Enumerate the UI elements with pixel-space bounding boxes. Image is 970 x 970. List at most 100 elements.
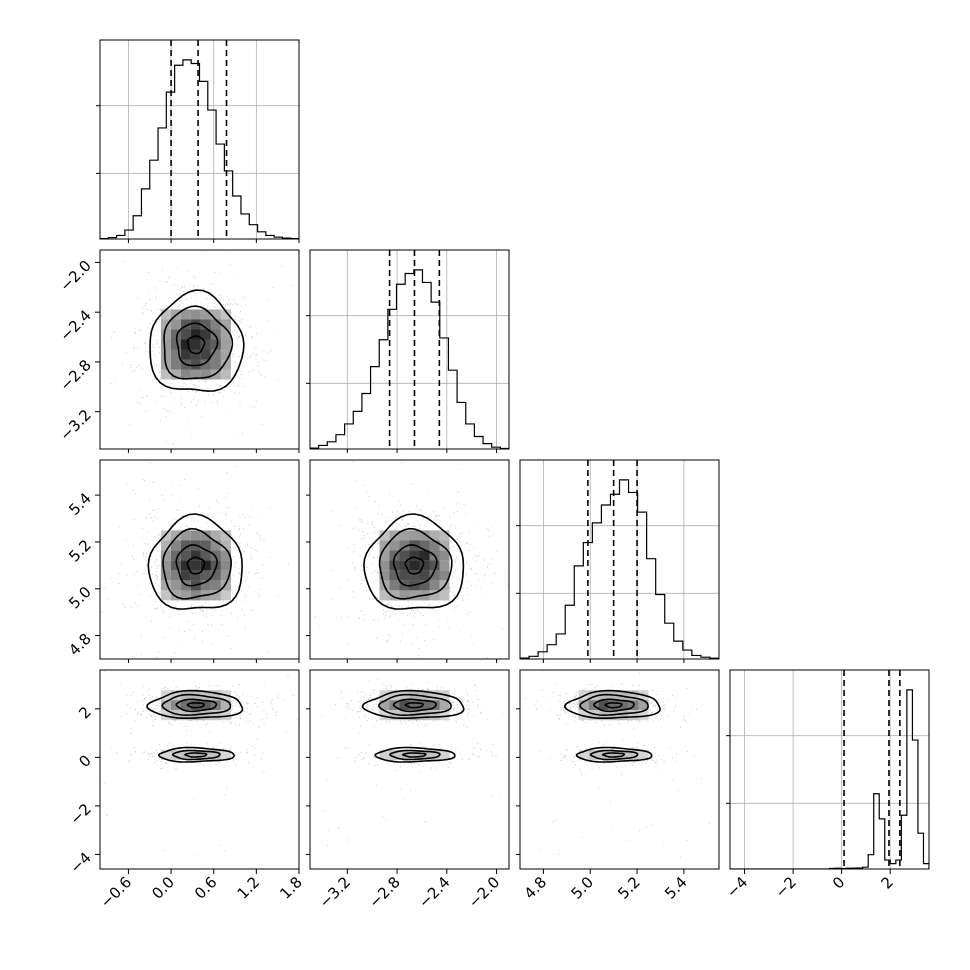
panel-3-1-cell [379, 749, 390, 760]
panel-2-1-cell [399, 590, 410, 601]
panel-2-1-cell [399, 560, 410, 571]
panel-3-2-cell [588, 710, 599, 721]
panel-2-0-frame [99, 459, 300, 660]
panel-1-0-cell [170, 359, 181, 370]
panel-2-0-cell [190, 590, 201, 601]
ytick-label-3-3: 2 [75, 703, 94, 722]
panel-1-0-cell [170, 349, 181, 360]
panel-1-0-cell [190, 359, 201, 370]
ytick-label-2-1: 5.0 [65, 583, 95, 613]
panel-2-1-contour-0-3 [404, 556, 425, 575]
panel-3-0-frame [99, 669, 300, 870]
xtick-label-1-2: −2.4 [415, 873, 453, 911]
panel-2-0-cell [220, 540, 231, 551]
panel-3-2-cell [638, 710, 649, 721]
panel-2-1-cell [409, 570, 420, 581]
panel-3-0-cell [220, 700, 231, 711]
panel-3-1-cell [429, 749, 440, 760]
panel-3-2-cell [628, 749, 639, 760]
xtick-label-1-3: −2.0 [465, 873, 503, 911]
panel-2-1-cell [379, 530, 390, 541]
panel-3-1-cell [429, 690, 440, 701]
panel-2-1-cell [419, 550, 430, 561]
ytick-label-2-0: 4.8 [65, 630, 95, 660]
diag-1-histogram [310, 269, 509, 449]
panel-2-0-cell [180, 560, 191, 571]
panel-2-0-cell [190, 570, 201, 581]
panel-1-0-cell [220, 329, 231, 340]
panel-2-1-cell [389, 550, 400, 561]
panel-2-0-cell [210, 580, 221, 591]
panel-3-1-cell [429, 700, 440, 711]
panel-3-2-contour-1-1 [589, 749, 639, 761]
panel-2-0-cell [190, 550, 201, 561]
ticks-layer: −0.6 0.0 0.6 1.2 1.8 −3.2 −2.8 −2.4 −2.0 4.8 5.0 5.… [56, 105, 897, 912]
panel-1-0-contour-0-1 [163, 305, 234, 380]
panel-1-0-cell [160, 339, 171, 350]
xtick-label-3-1: −2 [772, 873, 800, 901]
panel-3-2-cell [628, 690, 639, 701]
panel-3-1-cell [439, 700, 450, 711]
panel-1-0-cell [220, 309, 231, 320]
panel-3-2-contour-1-2 [601, 752, 626, 758]
xtick-label-0-2: 0.6 [191, 873, 221, 903]
diag-2-histogram [520, 479, 719, 659]
panel-2-1-cell [439, 570, 450, 581]
panel-2-1-cell [409, 590, 420, 601]
panel-1-0-cell [190, 369, 201, 380]
panel-2-1-cell [399, 530, 410, 541]
panel-3-2-contour-0-3 [604, 702, 623, 709]
panel-1-0-cell [210, 369, 221, 380]
panel-1-0-cell [190, 349, 201, 360]
panel-2-1-cell [419, 560, 430, 571]
panel-2-0-cell [180, 590, 191, 601]
panel-1-0-cell [190, 309, 201, 320]
panel-3-0-contour-0-0 [146, 689, 244, 719]
panel-3-2-contour-0-2 [593, 698, 635, 713]
panel-1-0-cell [220, 359, 231, 370]
xtick-label-2-2: 5.2 [614, 873, 644, 903]
density-layer [100, 250, 710, 867]
ytick-label-1-2: −2.4 [56, 306, 94, 344]
diag-1-frame [309, 249, 510, 450]
xtick-label-3-2: 0 [829, 873, 848, 892]
panel-3-1-contour-0-2 [392, 698, 437, 713]
panel-2-0-cell [190, 530, 201, 541]
panel-2-1-cell [389, 580, 400, 591]
panel-3-2-cell [618, 700, 629, 711]
panel-3-1-cell [379, 710, 390, 721]
panel-3-1-cell [389, 749, 400, 760]
panel-1-0-cell [180, 309, 191, 320]
xtick-label-0-1: 0.0 [148, 873, 178, 903]
panel-1-0-cell [200, 339, 211, 350]
panel-2-1-contour-0-0 [363, 513, 465, 610]
panel-2-0-cell [170, 540, 181, 551]
panel-1-0-cell [180, 319, 191, 330]
panel-2-0-cell [170, 560, 181, 571]
panel-3-0-cell [170, 690, 181, 701]
panel-1-0-cell [200, 359, 211, 370]
panel-3-1-contour-0-3 [404, 702, 425, 709]
panel-2-0-cell [200, 550, 211, 561]
panel-3-2-cell [638, 700, 649, 711]
panel-1-0-cell [160, 369, 171, 380]
panel-1-0-cell [210, 339, 221, 350]
ytick-label-2-2: 5.2 [65, 536, 95, 566]
xtick-label-0-3: 1.2 [234, 873, 264, 903]
panel-2-0-cell [210, 570, 221, 581]
panel-3-0-cell [190, 700, 201, 711]
panel-2-0-cell [220, 560, 231, 571]
panel-3-0-contour-1-0 [157, 746, 235, 763]
panel-3-1-cell [419, 700, 430, 711]
panel-3-2-cell [598, 700, 609, 711]
panel-3-1-cell [409, 700, 420, 711]
panel-3-2-cell [618, 710, 629, 721]
panel-3-2-cell [578, 749, 589, 760]
panel-2-1-cell [439, 590, 450, 601]
panel-3-1-density [311, 678, 503, 867]
panel-2-1-cell [439, 540, 450, 551]
panel-3-2-density [525, 670, 710, 858]
panel-1-0-cell [160, 319, 171, 330]
xtick-label-1-0: −3.2 [316, 873, 354, 911]
panel-2-0-cell [220, 530, 231, 541]
